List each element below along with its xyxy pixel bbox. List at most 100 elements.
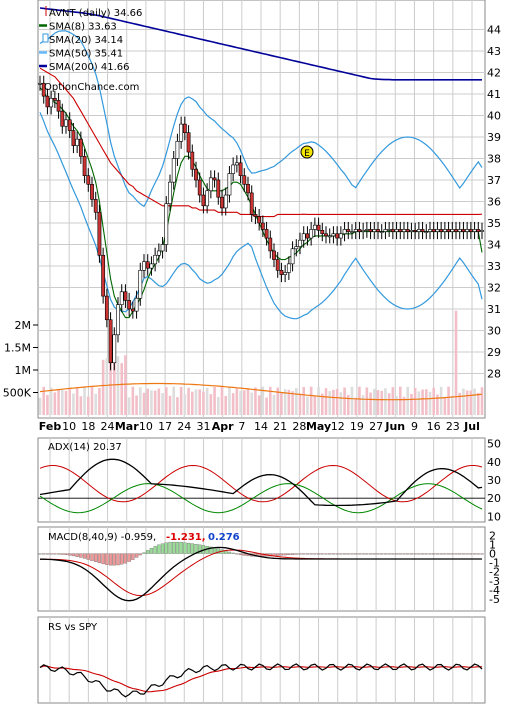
volume-bar xyxy=(213,386,216,415)
volume-bar xyxy=(280,392,283,415)
sma200-line xyxy=(39,7,482,81)
candle-body xyxy=(38,82,42,85)
candle-body xyxy=(416,229,421,232)
x-tick-label: 7 xyxy=(238,420,245,433)
volume-bar xyxy=(83,386,86,415)
candle-body xyxy=(268,237,273,252)
volume-bar xyxy=(183,394,187,415)
adx-label: ADX(14) 20.37 xyxy=(48,442,122,453)
grid xyxy=(38,0,485,703)
volume-bar xyxy=(476,392,480,415)
volume-tick-label: 1M xyxy=(15,364,32,377)
candle-body xyxy=(231,164,236,174)
macd-histogram-bar xyxy=(450,553,454,555)
macd-histogram-bar xyxy=(149,548,154,554)
volume-bar xyxy=(75,387,79,415)
macd-histogram-bar xyxy=(435,553,440,555)
macd-histogram-bar xyxy=(454,553,458,555)
volume-bar xyxy=(265,397,268,415)
candle-body xyxy=(246,184,250,194)
candle-body xyxy=(52,98,57,101)
candle-body xyxy=(316,224,321,231)
volume-bar xyxy=(302,387,306,415)
macd-histogram-bar xyxy=(235,553,239,555)
volume-bar xyxy=(428,391,432,415)
adx-tick-label: 10 xyxy=(487,510,501,523)
volume-bar xyxy=(216,396,220,415)
macd-histogram-bar xyxy=(376,553,380,555)
candle-body xyxy=(160,244,165,252)
volume-bar xyxy=(90,386,94,415)
macd-histogram-bar xyxy=(123,553,128,564)
candle-body xyxy=(357,229,362,232)
macd-tick-label: 1 xyxy=(489,539,496,552)
candle-body xyxy=(142,261,146,271)
macd-histogram-bar xyxy=(42,553,46,555)
macd-histogram-bar xyxy=(383,553,388,555)
candle-body xyxy=(108,319,113,364)
candle-body xyxy=(242,175,247,185)
macd-histogram-bar xyxy=(439,553,443,555)
volume-bar xyxy=(406,386,410,415)
watermark: OptionChance.com xyxy=(44,82,139,93)
volume-bar xyxy=(439,386,443,415)
volume-bar xyxy=(209,394,213,415)
price-tick-label: 40 xyxy=(487,110,501,123)
macd-histogram-bar xyxy=(417,553,421,555)
adx-minus-di-line xyxy=(39,464,483,503)
macd-tick-label: -3 xyxy=(489,575,500,588)
volume-bar xyxy=(432,387,436,415)
macd-histogram-bar xyxy=(357,553,362,555)
volume-bars xyxy=(38,310,484,415)
candle-body xyxy=(149,263,154,269)
adx-plus-di-line xyxy=(39,483,483,514)
volume-bar xyxy=(276,387,280,415)
macd-histogram-bar xyxy=(53,553,57,555)
candle-body xyxy=(346,229,351,232)
macd-histogram-bar xyxy=(279,553,284,556)
macd-line xyxy=(40,546,482,602)
candle-body xyxy=(283,272,288,275)
volume-bar xyxy=(150,390,153,415)
macd-histogram-bar xyxy=(142,552,146,554)
volume-bar xyxy=(291,391,294,415)
volume-bar xyxy=(146,388,150,415)
volume-bar xyxy=(153,390,157,415)
candle-body xyxy=(335,233,340,239)
series-lines xyxy=(38,7,484,698)
candle-body xyxy=(272,250,276,260)
svg-text:E: E xyxy=(304,149,310,159)
candle-body xyxy=(253,214,258,217)
price-tick-label: 35 xyxy=(487,217,501,230)
candle-body xyxy=(179,123,184,142)
candle-body xyxy=(286,263,291,273)
candle-body xyxy=(413,230,418,232)
macd-histogram-bar xyxy=(302,553,306,555)
volume-bar xyxy=(79,396,83,415)
candle-body xyxy=(402,229,406,232)
volume-bar xyxy=(176,397,179,415)
macd-histogram-bar xyxy=(287,553,291,555)
macd-histogram-bar xyxy=(420,553,425,555)
volume-bar xyxy=(124,355,127,415)
candle-body xyxy=(342,229,347,235)
candle-body xyxy=(279,269,284,275)
candle-body xyxy=(424,231,429,233)
candle-body xyxy=(368,229,373,232)
legend-item: AVNT (daily) 34.66 xyxy=(49,8,142,19)
candle-body xyxy=(420,229,425,232)
volume-bar xyxy=(72,393,75,415)
candle-body xyxy=(431,229,436,232)
candles xyxy=(38,75,484,371)
macd-histogram-bar xyxy=(183,542,187,554)
volume-bar xyxy=(202,391,205,415)
volume-bar xyxy=(369,392,372,415)
macd-histogram-bar xyxy=(190,543,194,554)
macd-tick-label: 2 xyxy=(489,529,496,542)
macd-histogram-bar xyxy=(313,553,317,555)
candle-body xyxy=(182,123,187,133)
candle-body xyxy=(101,254,106,297)
candle-body xyxy=(309,229,314,239)
macd-histogram-bar xyxy=(472,553,477,555)
volume-bar xyxy=(283,389,287,415)
